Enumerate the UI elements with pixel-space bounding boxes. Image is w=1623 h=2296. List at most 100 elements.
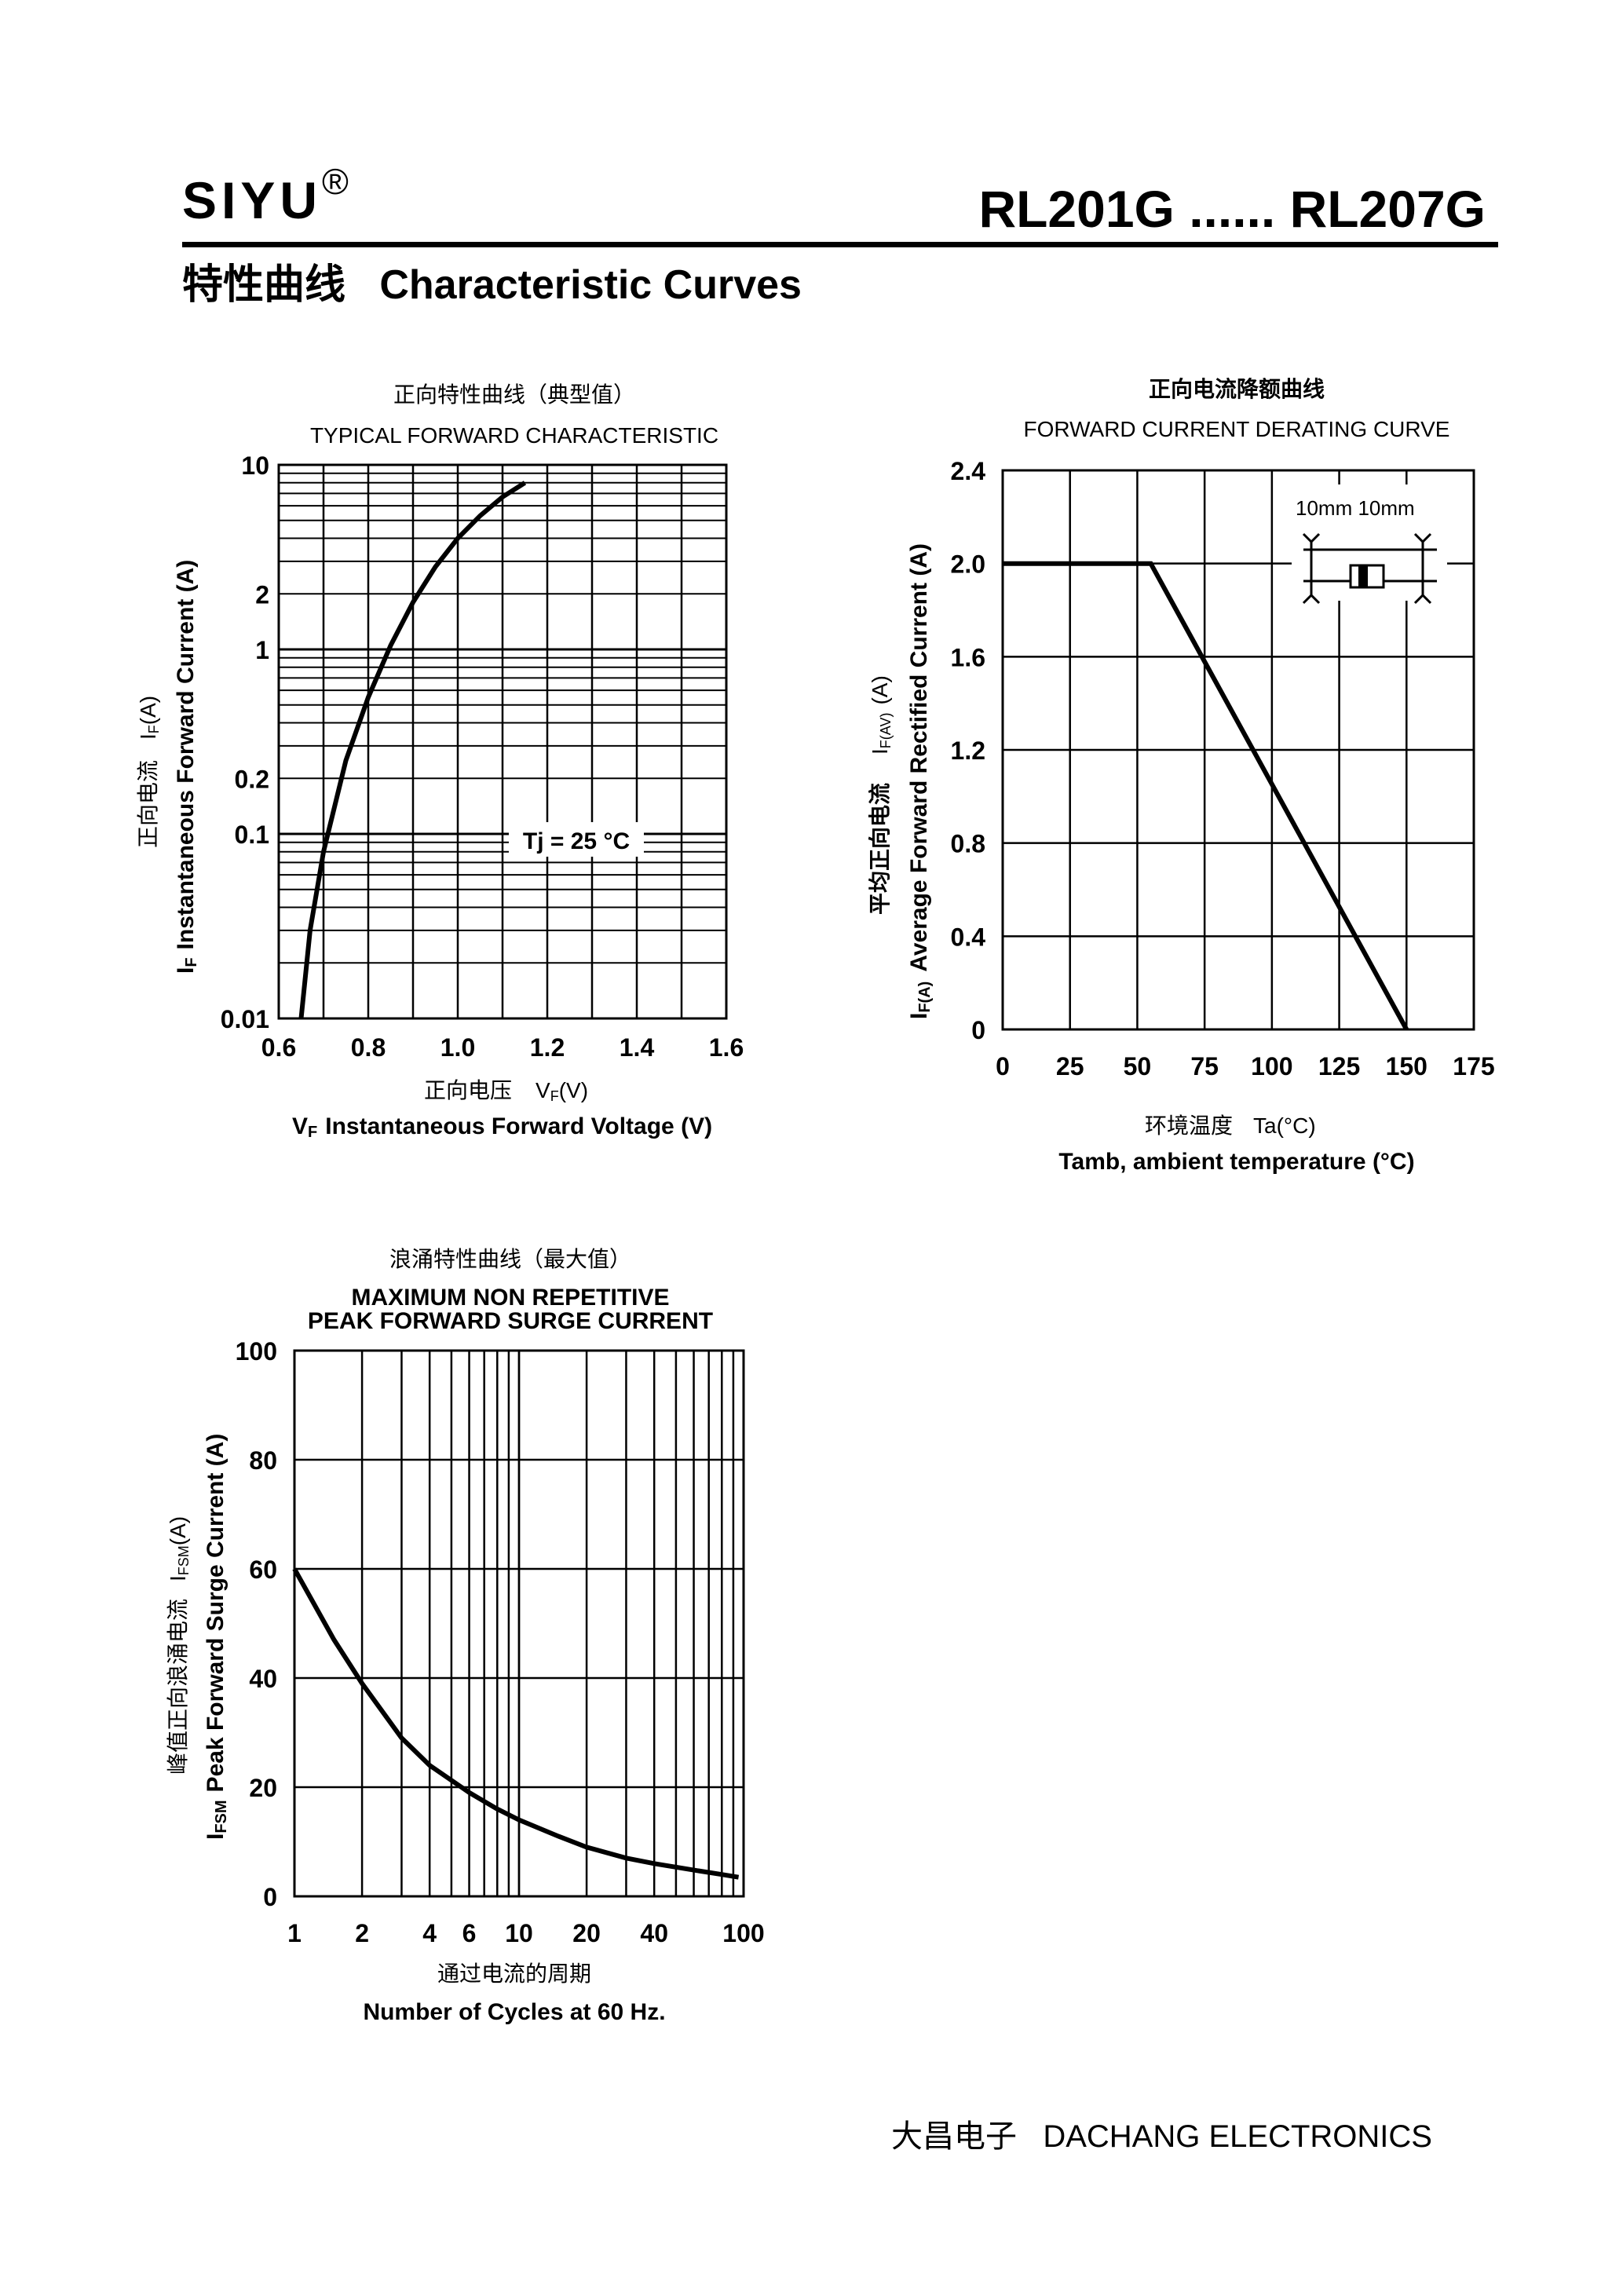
chart2-x-tick-label: 75 [1190, 1052, 1219, 1080]
chart2-ylabel-en-text: Average Forward Rectified Current (A) [906, 543, 932, 972]
chart3-x-tick-label: 10 [505, 1919, 533, 1947]
chart3-ylabel-en-sym: I [203, 1834, 228, 1840]
footer-company: 大昌电子 DACHANG ELECTRONICS [891, 2111, 1432, 2156]
chart1-title: TYPICAL FORWARD CHARACTERISTIC [310, 423, 718, 448]
chart2-series-line [1003, 561, 1409, 1031]
surge-current-chart: 浪涌特性曲线（最大值） MAXIMUM NON REPETITIVE PEAK … [166, 1247, 765, 2025]
brand-name: SIYU [182, 171, 323, 229]
chart2-xlabel-cn-text: 环境温度 [1145, 1113, 1233, 1138]
chart3-ylabel-en-text: Peak Forward Surge Current (A) [203, 1434, 228, 1793]
chart1-ylabel-cn-text: 正向电流 [136, 760, 160, 848]
chart1-x-tick-label: 0.6 [261, 1033, 296, 1062]
chart3-ylabel-cn-text: 峰值正向浪涌电流 [166, 1599, 190, 1775]
chart3-series-line [292, 1567, 740, 1880]
chart1-xlabel-en: VF Instantaneous Forward Voltage (V) [292, 1113, 712, 1141]
chart1-ylabel-sym: I [136, 733, 160, 740]
chart3-x-tick-label: 20 [572, 1919, 601, 1947]
chart1-x-tick-label: 1.2 [530, 1033, 565, 1062]
chart2-y-tick-label: 0 [971, 1016, 985, 1044]
chart3-x-ticks: 1 2 4 6 10 20 40 100 [287, 1919, 765, 1947]
chart1-xlabel-cn: 正向电压 VF(V) [424, 1078, 588, 1104]
chart3-y-tick-label: 60 [249, 1556, 277, 1584]
chart3-y-tick-label: 20 [249, 1774, 277, 1802]
mounting-inset-icon: 10mm 10mm [1292, 484, 1447, 605]
chart1-xlabel-sub: F [550, 1088, 559, 1104]
chart3-x-tick-label: 40 [640, 1919, 668, 1947]
chart1-ylabel-en-sub: F [183, 957, 200, 967]
chart3-ylabel-unit: (A) [166, 1516, 190, 1545]
chart1-x-ticks: 0.6 0.8 1.0 1.2 1.4 1.6 [261, 1033, 744, 1062]
chart1-xlabel-en-sub: F [308, 1124, 317, 1141]
chart1-xlabel-unit: (V) [559, 1078, 588, 1102]
header-rule [182, 242, 1498, 247]
footer-company-en: DACHANG ELECTRONICS [1043, 2119, 1432, 2154]
chart1-xlabel-sym: V [536, 1078, 550, 1102]
chart2-ylabel-sym: I [868, 748, 892, 755]
chart3-xlabel-en: Number of Cycles at 60 Hz. [363, 1999, 665, 2025]
section-title-cn: 特性曲线 [182, 262, 346, 308]
chart2-x-tick-label: 150 [1386, 1052, 1427, 1080]
chart1-title-cn: 正向特性曲线（典型值） [393, 382, 635, 407]
chart1-ylabel-cn: 正向电流 IF(A) [136, 696, 162, 848]
chart2-grid [1003, 470, 1474, 1029]
chart2-ylabel-cn-text: 平均正向电流 [868, 783, 892, 915]
chart3-ylabel-sub: FSM [176, 1545, 192, 1575]
chart2-ylabel-en-sub: F(A) [916, 982, 934, 1013]
chart2-xlabel-cn: 环境温度 Ta(°C) [1145, 1113, 1316, 1138]
chart3-frame [293, 1349, 745, 1898]
derating-curve-chart: 正向电流降额曲线 FORWARD CURRENT DERATING CURVE … [868, 377, 1495, 1175]
chart3-title-cn: 浪涌特性曲线（最大值） [389, 1247, 631, 1271]
chart3-y-tick-label: 40 [249, 1665, 277, 1693]
chart2-frame [1001, 469, 1475, 1031]
chart1-annotation-bg [509, 822, 644, 857]
chart1-y-tick-label: 2 [255, 580, 269, 609]
chart3-x-tick-label: 1 [287, 1919, 302, 1947]
chart1-y-tick-label: 0.1 [235, 821, 269, 849]
section-title-en: Characteristic Curves [379, 262, 802, 308]
chart1-xlabel-en-sym: V [292, 1113, 308, 1139]
chart2-xlabel-en: Tamb, ambient temperature (°C) [1058, 1149, 1414, 1175]
chart1-xlabel-en-text: Instantaneous Forward Voltage (V) [325, 1113, 712, 1139]
chart1-ylabel-en-sym: I [173, 967, 199, 974]
chart3-ylabel-en: IFSM Peak Forward Surge Current (A) [203, 1434, 230, 1840]
chart1-y-tick-label: 0.01 [221, 1005, 269, 1033]
chart1-y-tick-label: 10 [241, 452, 269, 480]
chart2-x-tick-label: 100 [1251, 1052, 1292, 1080]
inset-label: 10mm 10mm [1296, 496, 1415, 520]
chart3-x-tick-label: 100 [722, 1919, 764, 1947]
chart2-y-tick-label: 0.4 [951, 923, 986, 951]
chart2-y-tick-label: 2.4 [951, 457, 986, 485]
chart2-xlabel-sym: Ta [1253, 1113, 1277, 1138]
chart1-annotation: Tj = 25 °C [523, 828, 630, 854]
chart1-x-tick-label: 1.0 [440, 1033, 475, 1062]
chart1-y-tick-label: 0.2 [235, 765, 269, 793]
chart2-x-tick-label: 125 [1318, 1052, 1360, 1080]
chart1-x-tick-label: 1.6 [709, 1033, 744, 1062]
chart2-title: FORWARD CURRENT DERATING CURVE [1024, 417, 1450, 441]
chart1-ylabel-en: IF Instantaneous Forward Current (A) [173, 560, 200, 974]
chart3-xlabel-cn: 通过电流的周期 [437, 1961, 591, 1986]
chart1-xlabel-cn-text: 正向电压 [424, 1078, 512, 1102]
chart1-x-tick-label: 1.4 [620, 1033, 655, 1062]
chart3-y-tick-label: 80 [249, 1446, 277, 1475]
chart2-title-cn: 正向电流降额曲线 [1149, 377, 1325, 401]
chart3-title-line1: MAXIMUM NON REPETITIVE [351, 1285, 669, 1311]
chart3-x-tick-label: 2 [355, 1919, 369, 1947]
section-title: 特性曲线 Characteristic Curves [182, 251, 802, 310]
chart3-grid [294, 1351, 744, 1896]
chart3-y-tick-label: 0 [263, 1883, 277, 1911]
chart1-series-line [298, 481, 527, 1019]
chart2-x-tick-label: 175 [1453, 1052, 1494, 1080]
footer-company-cn: 大昌电子 [891, 2119, 1017, 2154]
registered-mark: ® [322, 161, 349, 202]
chart2-x-tick-label: 50 [1124, 1052, 1152, 1080]
forward-characteristic-chart: 正向特性曲线（典型值） TYPICAL FORWARD CHARACTERIST… [136, 382, 744, 1141]
chart2-y-tick-label: 0.8 [951, 830, 985, 858]
chart1-x-tick-label: 0.8 [351, 1033, 386, 1062]
part-number-range: RL201G ...... RL207G [978, 180, 1486, 238]
chart2-x-ticks: 0 25 50 75 100 125 150 175 [996, 1052, 1495, 1080]
chart1-y-ticks: 10 2 1 0.2 0.1 0.01 [221, 452, 269, 1033]
chart3-x-tick-label: 6 [462, 1919, 477, 1947]
chart1-ylabel-sub: F [146, 725, 162, 733]
